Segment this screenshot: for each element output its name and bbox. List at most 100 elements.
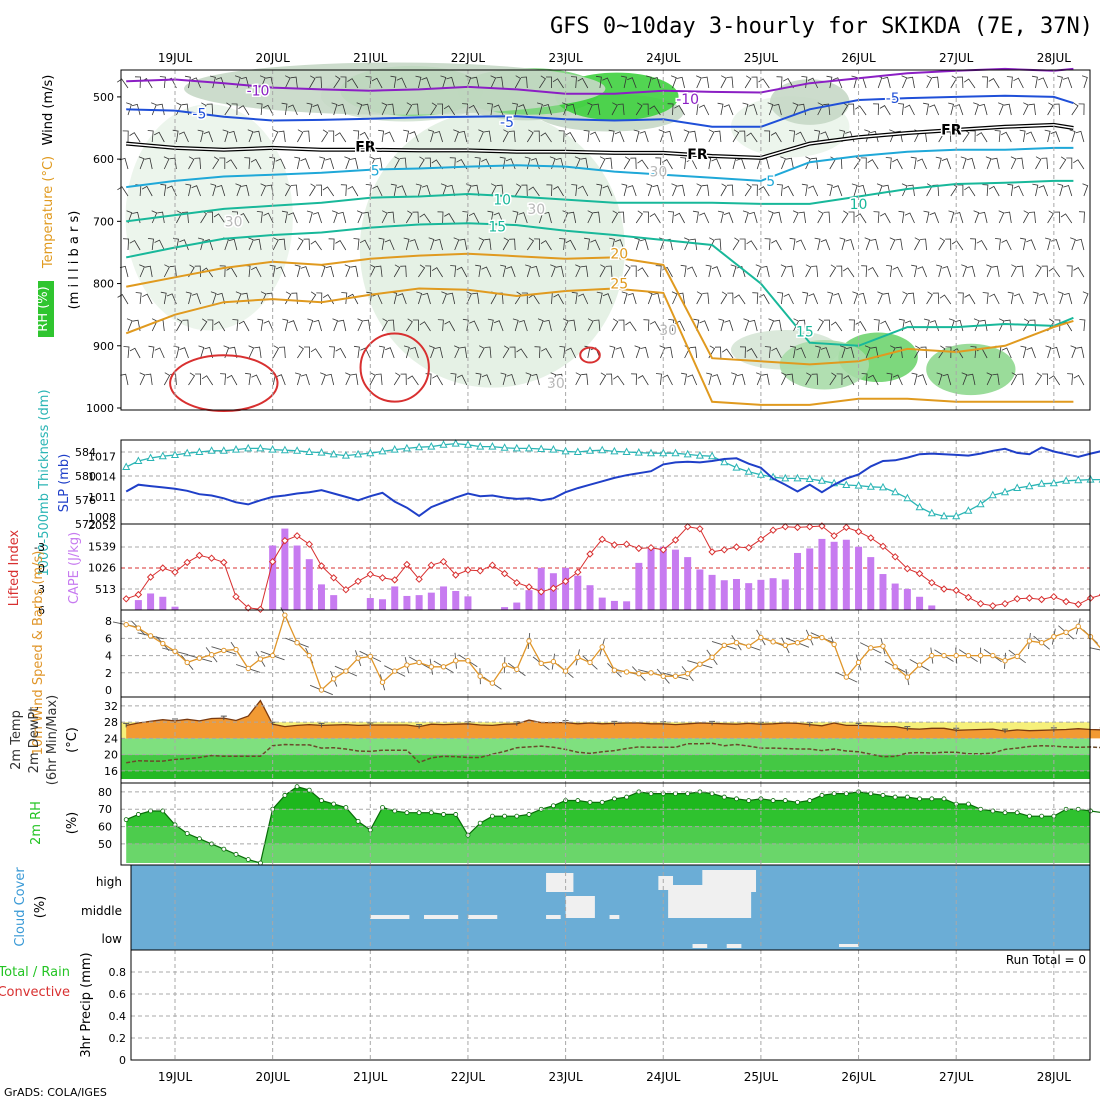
wind-barb [686,158,698,170]
wind-barb [1050,238,1061,251]
wind-barb [726,184,734,197]
wind-barb [555,157,564,170]
wind-barb [374,157,383,170]
thickness-point [537,444,546,452]
wind-barb [163,264,170,278]
rh-point [648,791,654,796]
wind-barb [172,129,179,143]
wind-barb [826,183,833,197]
wind-barb [708,237,715,251]
wind-barb [525,264,531,278]
wind-barb [665,346,673,359]
cape-bar [696,569,704,610]
wind-barb [145,373,153,386]
wind-barb [720,291,728,305]
wind-barb [839,237,846,251]
wind-barb [276,374,286,386]
wind-barb [1048,375,1061,386]
wind-barb [290,184,298,197]
cloud-cell [370,915,410,919]
lifted-index-point [854,527,863,536]
wind-speed-point [1026,638,1033,644]
wind-barb [1031,75,1038,89]
wind-speed-point [440,664,447,670]
lifted-index-point [390,576,399,584]
wind-barb [726,76,734,89]
wind-barb [627,185,637,197]
cape-bar [440,586,448,610]
rh-point [1014,810,1020,816]
lifted-index-point [366,570,375,579]
wind-barb [543,211,552,224]
wind-barb [833,292,843,305]
wind-barb [512,102,518,116]
wind-barb [1073,159,1085,170]
wind-speed-point [550,658,557,665]
wind-barb [138,156,145,170]
wind-barb [889,129,895,143]
lifted-index-point [635,544,643,553]
wind-barb [537,210,544,224]
wind-barb [1029,319,1036,332]
y-tick-label: 80 [98,786,112,799]
panel-frame [120,69,1091,411]
wind-barb [284,183,292,197]
lifted-index-point [134,590,143,599]
wind-barb [649,105,661,116]
thickness-point [805,474,814,482]
wind-barb [559,238,566,251]
wind-barb [487,102,493,116]
wind-barb [855,213,867,224]
wind-barb [739,130,746,143]
wind-barb [575,372,582,386]
wind-barb [935,156,942,170]
wind-barb [842,267,855,278]
wind-barb [637,375,649,386]
gridlines [131,950,1090,1060]
wind-barb [805,156,811,170]
gridlines [121,783,1090,865]
wind-barb [139,372,146,386]
temp-minmax-bar [416,724,423,729]
wind-barb [623,156,631,170]
wind-barb [785,157,794,170]
wind-barb [627,293,637,305]
x-tick-label-bottom: 20JUL [256,1070,291,1084]
wind-barb [642,211,649,224]
wind-barb [1063,185,1073,197]
wind-barb [858,292,867,305]
wind-barb [609,237,615,251]
contour-label: -5 [192,107,206,123]
wind-barb [714,130,722,143]
thickness-point [476,442,485,450]
wind-barb [278,238,286,251]
lifted-index-point [574,568,582,576]
x-tick-label-top: 21JUL [353,51,388,65]
y-tick-label: 32 [104,700,118,713]
lifted-index-point [354,577,362,586]
wind-barb [483,130,492,143]
wind-barb [596,291,603,305]
wind-barb [300,266,310,278]
wind-speed-point [1002,658,1008,664]
wind-barb [596,183,603,197]
cape-bar [586,585,594,610]
wind-barb [344,264,351,278]
wind-barb [976,239,988,251]
thickness-point [915,502,924,511]
wind-barb [832,185,843,197]
wind-speed-point [367,653,373,660]
wind-barb [742,210,749,224]
lifted-index-point [1050,592,1058,601]
wind-speed-point [330,676,337,682]
contour-label: 30 [659,323,677,339]
wind-speed-point [794,640,801,646]
wind-barb [877,291,884,305]
wind-barb [303,130,310,143]
lifted-index-point [427,561,436,569]
thickness-point [329,449,338,458]
wind-barb [437,211,444,224]
wind-barb [1013,293,1024,305]
wind-barb [948,210,955,224]
rh-point [807,798,813,803]
